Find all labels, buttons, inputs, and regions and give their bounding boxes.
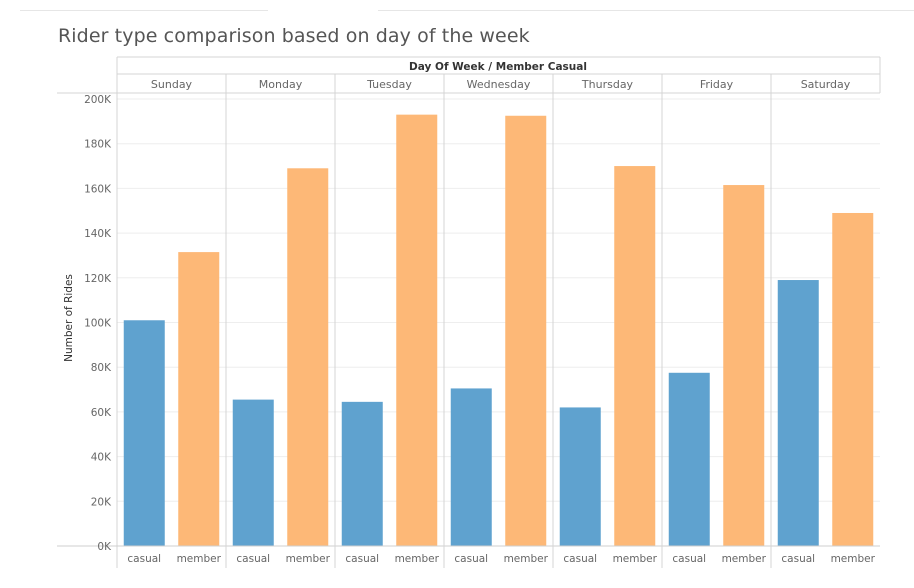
y-axis-label: Number of Rides (63, 274, 75, 362)
y-tick-label: 40K (91, 452, 112, 464)
y-tick-label: 20K (91, 496, 112, 508)
x-tick-label: casual (781, 553, 815, 565)
tab-divider-right (378, 10, 914, 11)
y-tick-label: 60K (91, 407, 112, 419)
top-tab-strip (0, 0, 914, 14)
x-tick-label: member (177, 553, 222, 565)
day-label-monday: Monday (259, 78, 303, 91)
bar-saturday-casual (777, 280, 819, 546)
bar-monday-casual (232, 399, 274, 546)
x-tick-label: casual (672, 553, 706, 565)
y-tick-label: 160K (84, 183, 112, 195)
day-label-saturday: Saturday (801, 78, 851, 91)
x-tick-label: member (395, 553, 440, 565)
day-label-sunday: Sunday (151, 78, 193, 91)
frame-layer (57, 56, 881, 568)
x-tick-label: casual (236, 553, 270, 565)
bar-monday-member (287, 168, 329, 546)
y-tick-label: 180K (84, 139, 112, 151)
text-layer: Day Of Week / Member Casual Number of Ri… (63, 61, 876, 565)
tab-divider-left (20, 10, 268, 11)
day-label-thursday: Thursday (581, 78, 634, 91)
day-label-friday: Friday (700, 78, 734, 91)
day-label-tuesday: Tuesday (366, 78, 412, 91)
x-tick-label: member (504, 553, 549, 565)
y-tick-label: 140K (84, 228, 112, 240)
x-tick-label: casual (127, 553, 161, 565)
y-tick-label: 80K (91, 362, 112, 374)
bar-friday-member (723, 185, 765, 547)
y-tick-label: 100K (84, 318, 112, 330)
bar-saturday-member (832, 212, 874, 547)
bar-tuesday-member (396, 114, 438, 547)
y-tick-label: 200K (84, 94, 112, 106)
bar-tuesday-casual (341, 401, 383, 546)
y-tick-label: 120K (84, 273, 112, 285)
x-tick-label: casual (454, 553, 488, 565)
page-title: Rider type comparison based on day of th… (58, 25, 530, 47)
day-label-wednesday: Wednesday (467, 78, 531, 91)
bars-layer (123, 114, 874, 547)
x-tick-label: casual (563, 553, 597, 565)
x-tick-label: member (286, 553, 331, 565)
x-tick-label: member (613, 553, 658, 565)
bar-sunday-member (178, 252, 220, 546)
x-tick-label: member (831, 553, 876, 565)
bar-friday-casual (668, 372, 710, 546)
bar-thursday-member (614, 166, 656, 547)
grid-layer (117, 98, 880, 502)
bar-wednesday-member (505, 115, 547, 546)
bar-thursday-casual (559, 407, 601, 546)
bar-sunday-casual (123, 320, 165, 546)
bar-wednesday-casual (450, 388, 492, 546)
column-header: Day Of Week / Member Casual (409, 61, 587, 73)
y-tick-label: 0K (97, 541, 112, 553)
x-tick-label: member (722, 553, 767, 565)
x-tick-label: casual (345, 553, 379, 565)
